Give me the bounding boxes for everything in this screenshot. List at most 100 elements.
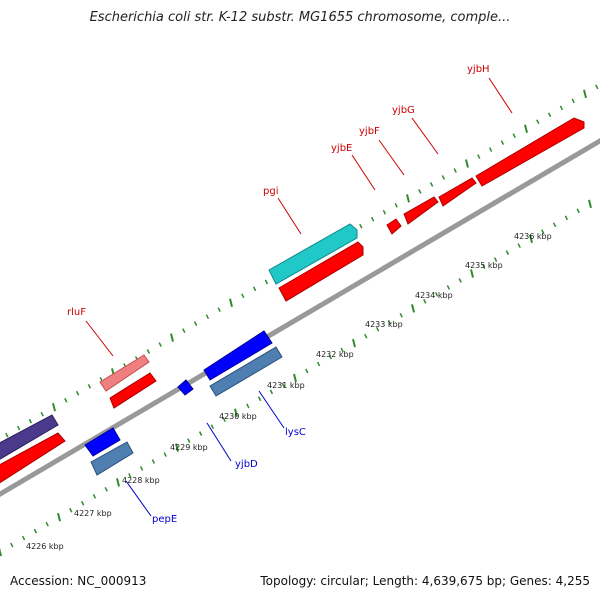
scale-tick (340, 347, 344, 353)
gene-pgi-cyan-bar[interactable] (268, 223, 358, 285)
gene-lysC-steel-bar[interactable] (209, 346, 283, 397)
gene-rluF-red-bar[interactable] (109, 372, 157, 409)
scale-tick (252, 286, 257, 292)
scale-tick (33, 528, 38, 534)
kbp-label: 4231 kbp (267, 381, 305, 390)
scale-tick (222, 417, 226, 423)
dark-feature-bar[interactable] (0, 414, 59, 465)
scale-tick (128, 473, 132, 478)
scale-tick (541, 229, 545, 235)
scale-tick (517, 243, 521, 249)
left-red-bar[interactable] (0, 432, 66, 489)
scale-tick (40, 411, 44, 417)
scale-tick (151, 459, 156, 464)
scale-tick (64, 397, 68, 403)
pointer-yjbD (206, 422, 232, 462)
gene-rluF-light-bar[interactable] (99, 354, 150, 392)
scale-tick (69, 507, 73, 513)
gene-yjbH-bar[interactable] (475, 117, 585, 187)
pointer-rluF (85, 320, 114, 357)
scale-tick (146, 349, 151, 354)
label-yjbD[interactable]: yjbD (235, 459, 258, 470)
gene-pgi-red-bar[interactable] (278, 241, 364, 302)
kbp-label: 4227 kbp (74, 509, 112, 518)
scale-tick (193, 321, 198, 326)
scale-tick (205, 314, 210, 320)
scale-tick (116, 478, 120, 487)
pointer-lysC (258, 390, 285, 429)
label-lysC[interactable]: lysC (285, 427, 306, 438)
scale-tick (352, 338, 356, 348)
label-pointers (85, 77, 513, 517)
accession-text: Accession: NC_000913 (10, 574, 147, 588)
label-pgi[interactable]: pgi (263, 186, 278, 197)
scale-tick (57, 512, 61, 522)
scale-tick (370, 216, 375, 222)
scale-tick (453, 168, 457, 173)
kbp-scale-labels: 4226 kbp 4227 kbp 4228 kbp 4229 kbp 4230… (26, 232, 552, 551)
scale-tick (21, 535, 26, 541)
gene-yjbE-bar[interactable] (386, 218, 402, 235)
chromosome-backbone (0, 137, 600, 498)
scale-tick (488, 147, 493, 152)
scale-tick (234, 408, 238, 418)
scale-tick (411, 304, 415, 313)
scale-tick (536, 119, 540, 125)
label-rluF[interactable]: rluF (67, 307, 86, 318)
scale-tick (465, 159, 469, 168)
scale-tick (10, 542, 14, 548)
gene-pepE-blue-bar[interactable] (84, 427, 121, 457)
label-yjbE[interactable]: yjbE (331, 143, 352, 154)
scale-tick (559, 105, 564, 111)
label-yjbG[interactable]: yjbG (392, 105, 415, 116)
scale-tick (588, 199, 592, 209)
scale-tick (246, 403, 250, 409)
scale-tick (500, 140, 505, 145)
scale-tick (0, 547, 2, 557)
pointer-yjbE (351, 154, 376, 191)
gene-yjbG-bar[interactable] (438, 177, 477, 207)
scale-tick (359, 223, 363, 229)
scale-tick (429, 182, 434, 187)
scale-tick (229, 298, 233, 308)
kbp-label: 4236 kbp (514, 232, 552, 241)
scale-tick (529, 234, 533, 243)
scale-tick (547, 112, 552, 118)
scale-tick (524, 124, 528, 133)
scale-tick (104, 487, 108, 492)
scale-tick (75, 390, 80, 396)
kbp-label: 4234 kbp (415, 291, 453, 300)
scale-tick (382, 209, 387, 215)
map-title: Escherichia coli str. K-12 substr. MG165… (89, 10, 511, 25)
pointer-yjbH (488, 77, 513, 114)
scale-tick (158, 342, 162, 347)
kbp-label: 4229 kbp (170, 443, 208, 452)
scale-tick (241, 293, 245, 299)
gene-yjbF-bar[interactable] (403, 196, 439, 225)
kbp-label: 4232 kbp (316, 350, 354, 359)
label-yjbF[interactable]: yjbF (359, 126, 380, 137)
kbp-label: 4226 kbp (26, 542, 64, 551)
scale-tick (493, 257, 498, 262)
scale-tick (187, 438, 191, 443)
inner-reverse-ticks (0, 199, 592, 557)
gene-pepE-steel-bar[interactable] (90, 441, 134, 476)
scale-tick (264, 279, 269, 285)
small-blue-feature[interactable] (177, 379, 194, 396)
scale-tick (423, 299, 427, 304)
scale-tick (182, 328, 186, 333)
label-yjbH[interactable]: yjbH (467, 64, 490, 75)
scale-tick (293, 373, 297, 383)
pointer-yjbG (411, 117, 439, 155)
scale-tick (170, 333, 174, 342)
scale-tick (458, 278, 462, 283)
scale-tick (139, 466, 144, 471)
scale-tick (477, 154, 481, 159)
pointer-yjbF (378, 139, 405, 176)
gene-lysC-blue-bar[interactable] (203, 330, 273, 381)
pointer-pepE (125, 480, 152, 517)
kbp-label: 4228 kbp (122, 476, 160, 485)
scale-tick (305, 368, 309, 374)
label-pepE[interactable]: pepE (152, 514, 177, 525)
